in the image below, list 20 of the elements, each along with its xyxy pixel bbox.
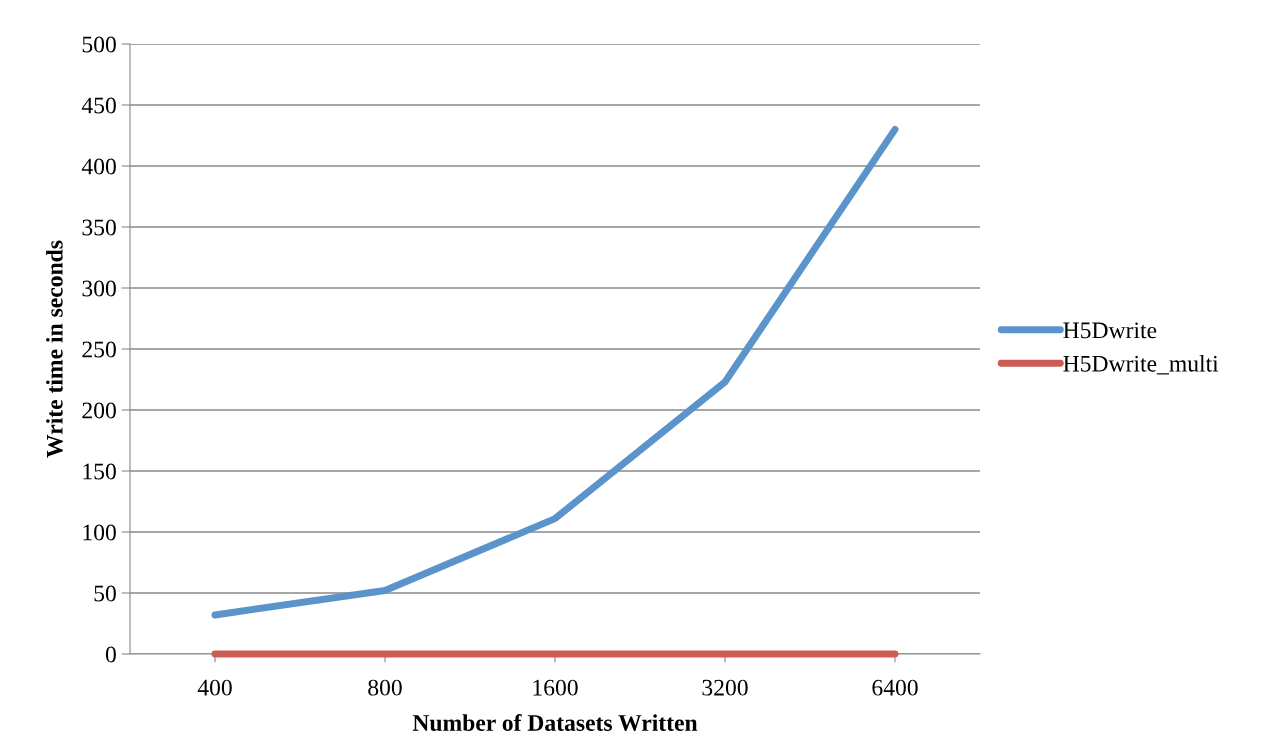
x-axis-title: Number of Datasets Written xyxy=(412,714,698,732)
y-tick-label: 450 xyxy=(81,97,116,114)
y-tick-label: 300 xyxy=(82,280,116,297)
legend-label: H5Dwrite_multi xyxy=(1063,355,1219,375)
y-tick-label: 100 xyxy=(83,524,116,541)
y-tick-label: 150 xyxy=(83,463,116,480)
y-tick-label: 500 xyxy=(82,36,116,53)
x-tick-label: 6400 xyxy=(872,679,918,696)
y-tick-label: 0 xyxy=(105,646,116,663)
x-tick-label: 800 xyxy=(368,679,402,696)
x-tick-label: 3200 xyxy=(702,679,748,696)
x-tick-label: 1600 xyxy=(533,679,578,696)
y-tick-label: 400 xyxy=(81,158,116,175)
x-tick-label: 400 xyxy=(197,679,232,696)
y-tick-label: 350 xyxy=(82,219,116,236)
y-tick-label: 200 xyxy=(82,402,116,419)
legend-label: H5Dwrite xyxy=(1063,322,1157,339)
y-tick-label: 250 xyxy=(82,341,116,358)
y-tick-label: 50 xyxy=(94,585,116,602)
y-axis-title: Write time in seconds xyxy=(46,240,63,458)
